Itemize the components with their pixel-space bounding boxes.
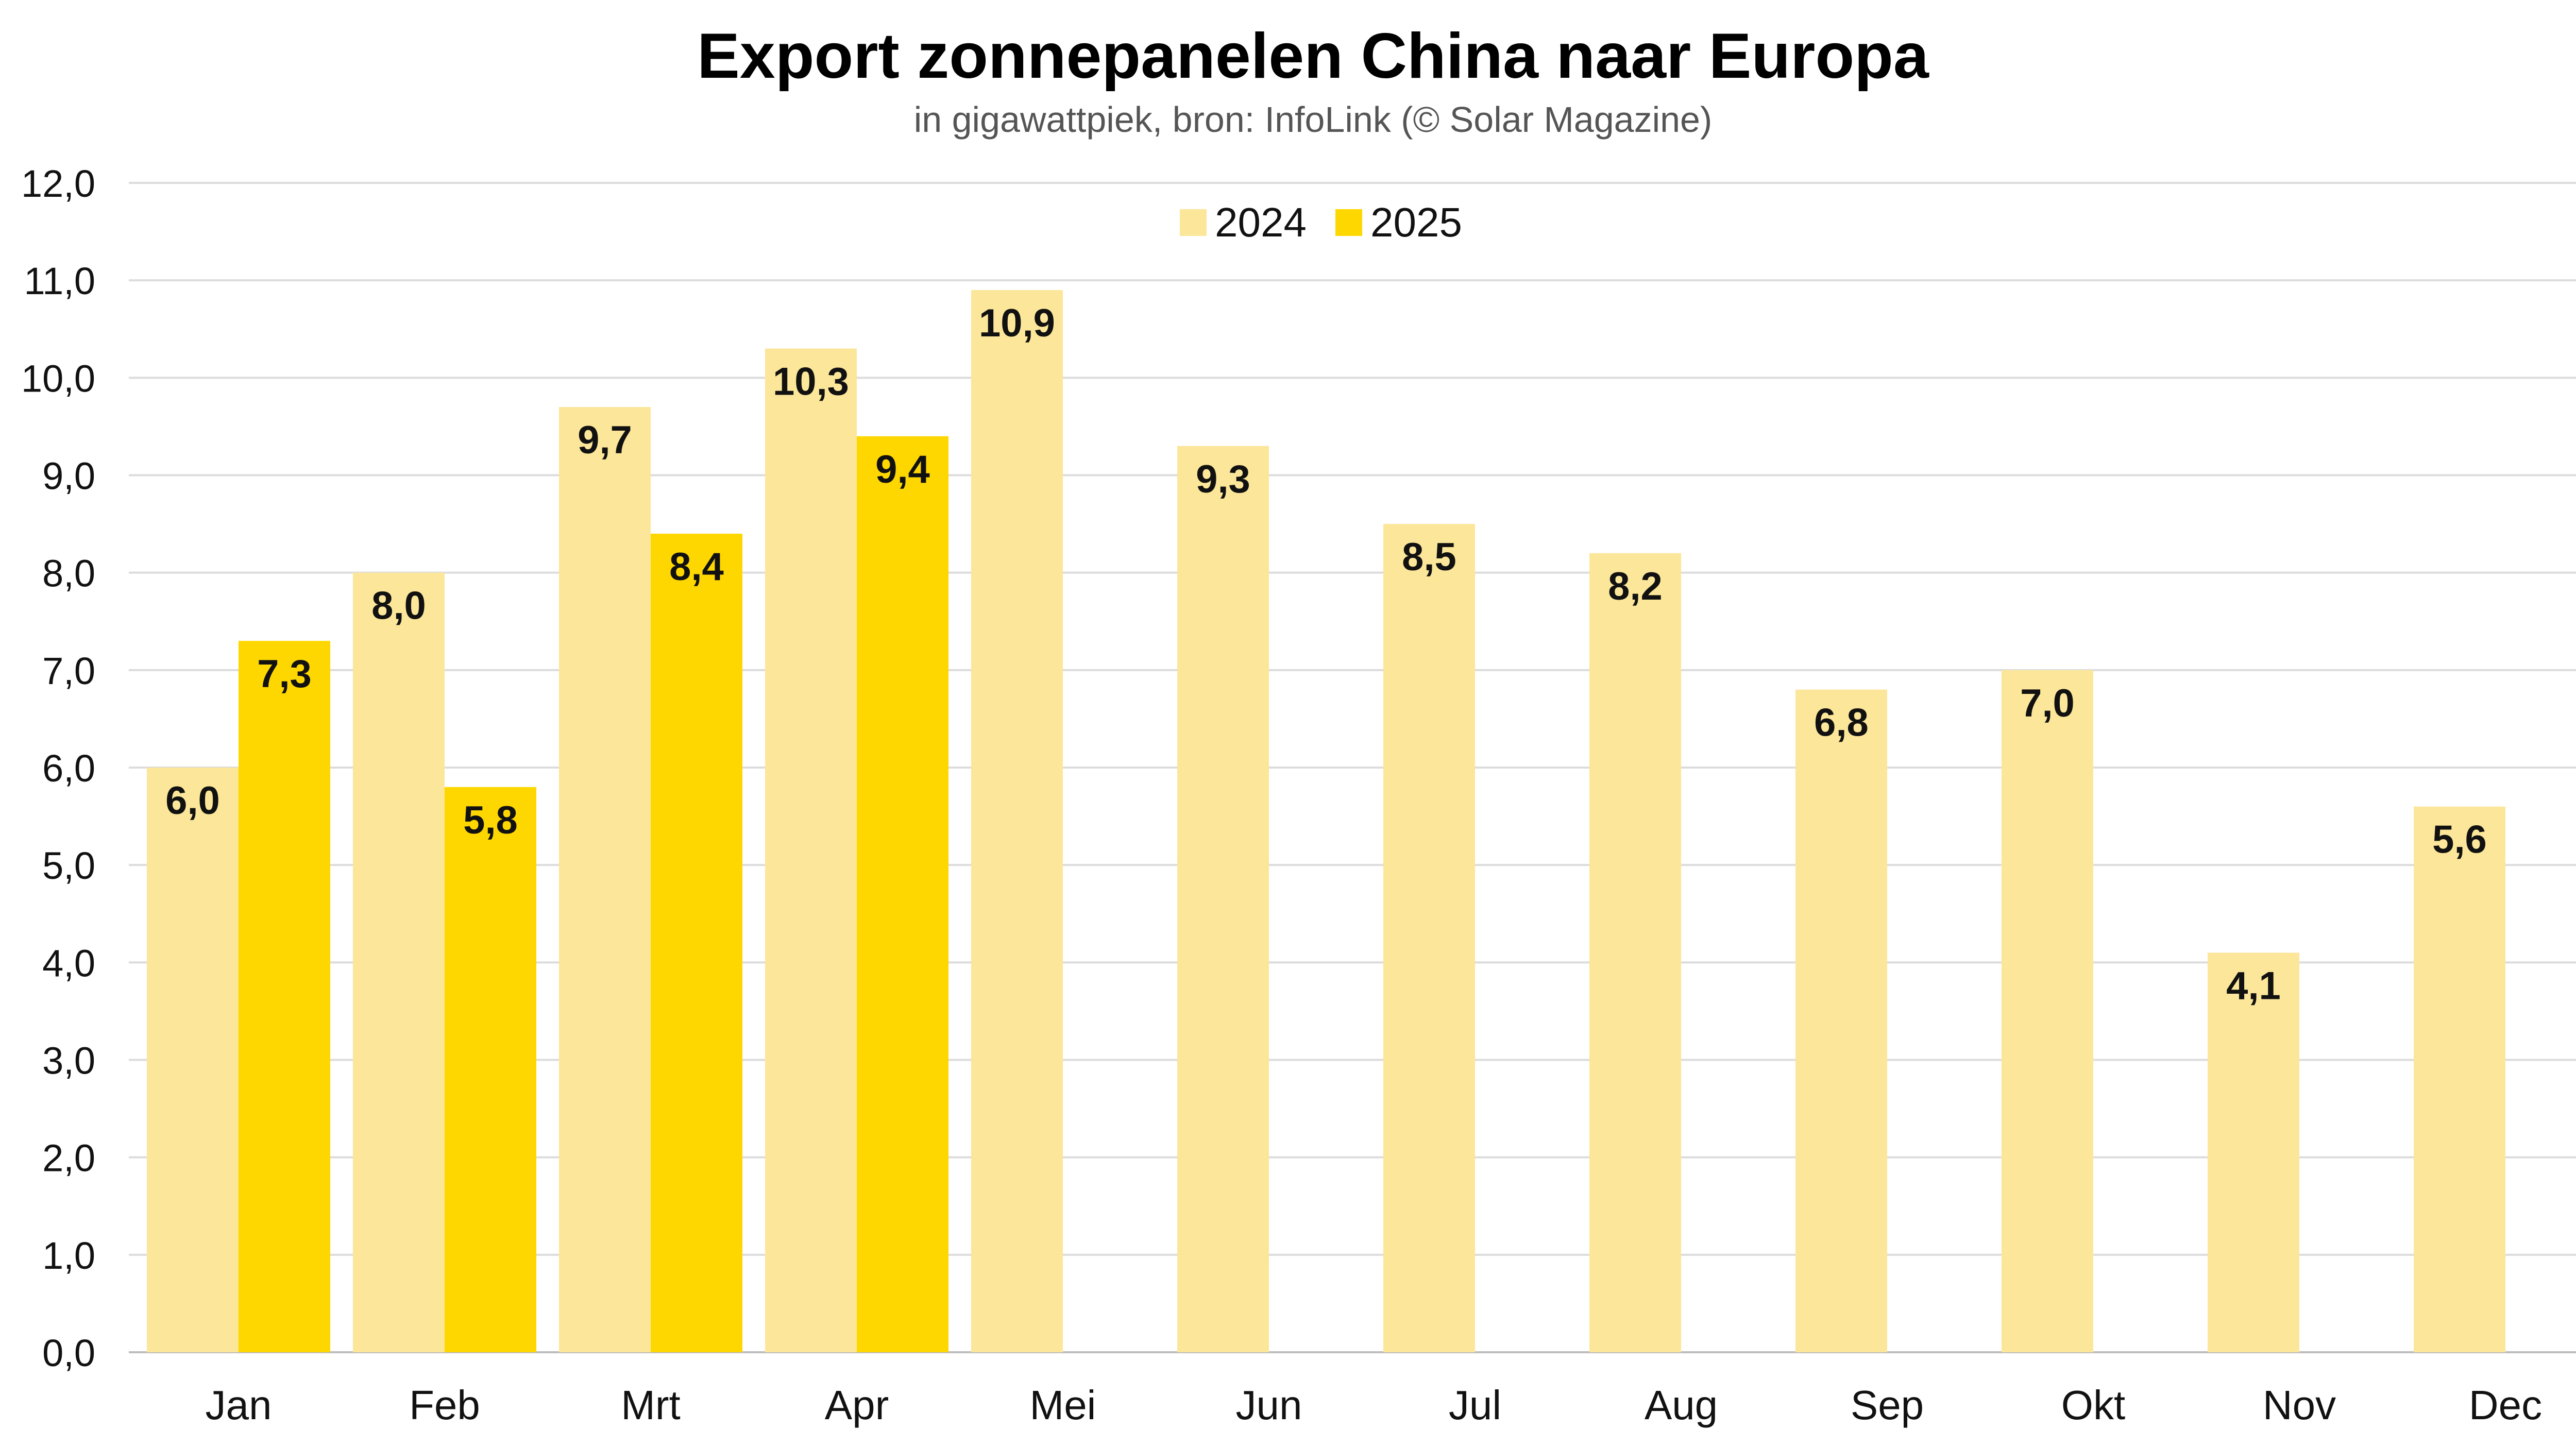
data-label-2024-Apr: 10,3 — [773, 360, 849, 404]
bar-2024-Jul — [1383, 524, 1475, 1353]
y-tick-label: 10,0 — [21, 357, 95, 400]
bar-2024-Apr — [765, 348, 857, 1353]
legend-item-2024: 2024 — [1180, 199, 1307, 246]
chart-title: Export zonnepanelen China naar Europa — [697, 21, 1929, 92]
data-label-2024-Jul: 8,5 — [1402, 535, 1456, 579]
y-tick-label: 11,0 — [24, 260, 95, 302]
x-tick-label: Okt — [2061, 1382, 2125, 1428]
x-tick-label: Jan — [206, 1382, 272, 1428]
legend-swatch-2024 — [1180, 209, 1207, 236]
legend-swatch-2025 — [1335, 209, 1362, 236]
y-tick-label: 9,0 — [42, 455, 95, 498]
data-label-2025-Mrt: 8,4 — [669, 545, 724, 589]
bar-2024-Mrt — [559, 407, 651, 1353]
bar-2025-Jan — [239, 641, 330, 1352]
legend-item-2025: 2025 — [1335, 199, 1462, 246]
bar-2025-Apr — [857, 436, 948, 1353]
bar-2024-Jan — [147, 768, 239, 1352]
legend-label-2024: 2024 — [1215, 199, 1307, 245]
x-tick-label: Dec — [2469, 1382, 2542, 1428]
chart-subtitle: in gigawattpiek, bron: InfoLink (© Solar… — [913, 99, 1713, 140]
x-tick-label: Mrt — [621, 1382, 681, 1428]
data-label-2025-Feb: 5,8 — [463, 798, 518, 842]
bar-2024-Feb — [353, 572, 445, 1352]
x-tick-label: Nov — [2263, 1382, 2336, 1428]
y-tick-label: 12,0 — [21, 162, 95, 205]
bar-2024-Mei — [971, 290, 1063, 1353]
x-tick-label: Feb — [409, 1382, 480, 1428]
x-tick-label: Mei — [1030, 1382, 1096, 1428]
data-label-2024-Feb: 8,0 — [371, 584, 426, 628]
bar-2025-Mrt — [651, 534, 742, 1352]
legend: 2024 2025 — [1180, 199, 1491, 246]
x-tick-label: Sep — [1851, 1382, 1924, 1428]
data-label-2024-Jan: 6,0 — [165, 779, 220, 823]
data-label-2025-Jan: 7,3 — [257, 652, 312, 696]
x-tick-label: Aug — [1645, 1382, 1718, 1428]
y-tick-label: 1,0 — [42, 1234, 95, 1277]
data-label-2024-Dec: 5,6 — [2432, 818, 2487, 862]
data-label-2024-Nov: 4,1 — [2226, 964, 2281, 1008]
bar-2024-Aug — [1589, 553, 1681, 1352]
data-label-2024-Mrt: 9,7 — [578, 418, 632, 462]
y-tick-label: 8,0 — [42, 552, 95, 595]
x-tick-label: Jun — [1236, 1382, 1302, 1428]
bar-2024-Dec — [2414, 806, 2505, 1352]
bar-2024-Sep — [1795, 689, 1887, 1352]
x-tick-label: Apr — [825, 1382, 889, 1428]
y-tick-label: 0,0 — [42, 1332, 95, 1374]
bar-2024-Jun — [1177, 446, 1269, 1352]
legend-label-2025: 2025 — [1370, 199, 1462, 245]
x-tick-label: Jul — [1449, 1382, 1501, 1428]
bar-2024-Nov — [2208, 952, 2299, 1352]
bar-2024-Okt — [2002, 670, 2093, 1352]
y-tick-label: 4,0 — [42, 942, 95, 984]
y-tick-label: 5,0 — [42, 844, 95, 887]
data-label-2024-Jun: 9,3 — [1196, 457, 1250, 501]
y-tick-label: 7,0 — [42, 650, 95, 692]
data-label-2024-Okt: 7,0 — [2020, 682, 2075, 725]
data-label-2024-Sep: 6,8 — [1814, 701, 1869, 745]
data-label-2024-Aug: 8,2 — [1608, 565, 1663, 608]
y-tick-label: 2,0 — [42, 1137, 95, 1180]
y-tick-label: 3,0 — [42, 1040, 95, 1082]
data-label-2025-Apr: 9,4 — [875, 448, 930, 491]
bar-2025-Feb — [445, 787, 536, 1352]
data-label-2024-Mei: 10,9 — [979, 301, 1055, 345]
y-tick-label: 6,0 — [42, 747, 95, 790]
